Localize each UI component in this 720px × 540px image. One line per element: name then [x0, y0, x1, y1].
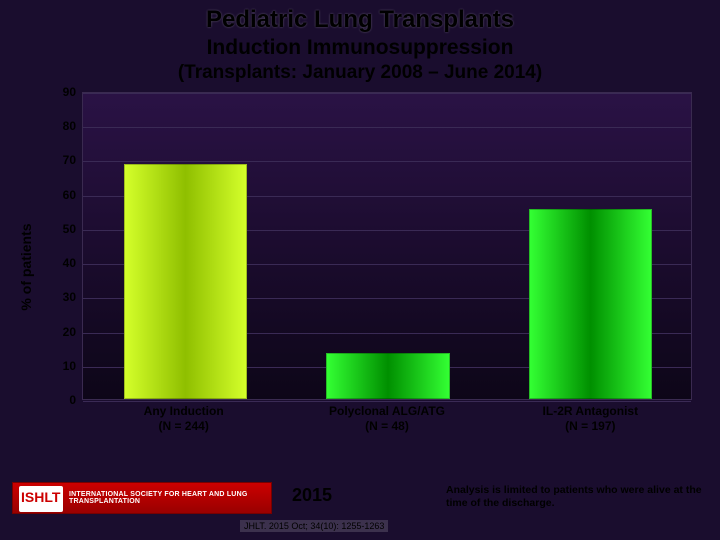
y-tick-label: 20	[30, 325, 76, 339]
bars	[83, 93, 691, 399]
y-tick-label: 10	[30, 359, 76, 373]
x-category-label: Polyclonal ALG/ATG(N = 48)	[287, 404, 487, 434]
gridline	[83, 401, 691, 402]
y-tick-label: 70	[30, 153, 76, 167]
y-tick-label: 0	[30, 393, 76, 407]
citation: JHLT. 2015 Oct; 34(10): 1255-1263	[240, 520, 388, 532]
y-tick-label: 90	[30, 85, 76, 99]
title-block: Pediatric Lung Transplants Induction Imm…	[0, 0, 720, 84]
org-logo: ISHLT INTERNATIONAL SOCIETY FOR HEART AN…	[12, 482, 272, 514]
year-label: 2015	[292, 485, 332, 506]
title-sub: Induction Immunosuppression	[0, 36, 720, 60]
title-main: Pediatric Lung Transplants	[0, 6, 720, 34]
x-category-label: Any Induction(N = 244)	[84, 404, 284, 434]
category-n: (N = 197)	[490, 419, 690, 434]
org-full-name: INTERNATIONAL SOCIETY FOR HEART AND LUNG…	[69, 491, 271, 505]
y-tick-label: 30	[30, 290, 76, 304]
slide: Pediatric Lung Transplants Induction Imm…	[0, 0, 720, 540]
plot-area	[82, 92, 692, 400]
category-name: Any Induction	[84, 404, 284, 419]
bar	[124, 164, 248, 399]
title-sub2: (Transplants: January 2008 – June 2014)	[0, 62, 720, 84]
category-n: (N = 48)	[287, 419, 487, 434]
org-acronym: ISHLT	[21, 489, 60, 505]
category-n: (N = 244)	[84, 419, 284, 434]
y-tick-label: 50	[30, 222, 76, 236]
y-tick-label: 80	[30, 119, 76, 133]
bar	[529, 209, 653, 399]
y-tick-label: 40	[30, 256, 76, 270]
analysis-note: Analysis is limited to patients who were…	[446, 484, 706, 510]
chart: % of patients 0102030405060708090 Any In…	[30, 92, 700, 442]
category-name: Polyclonal ALG/ATG	[287, 404, 487, 419]
x-category-label: IL-2R Antagonist(N = 197)	[490, 404, 690, 434]
category-name: IL-2R Antagonist	[490, 404, 690, 419]
bar	[326, 353, 450, 399]
y-tick-label: 60	[30, 188, 76, 202]
